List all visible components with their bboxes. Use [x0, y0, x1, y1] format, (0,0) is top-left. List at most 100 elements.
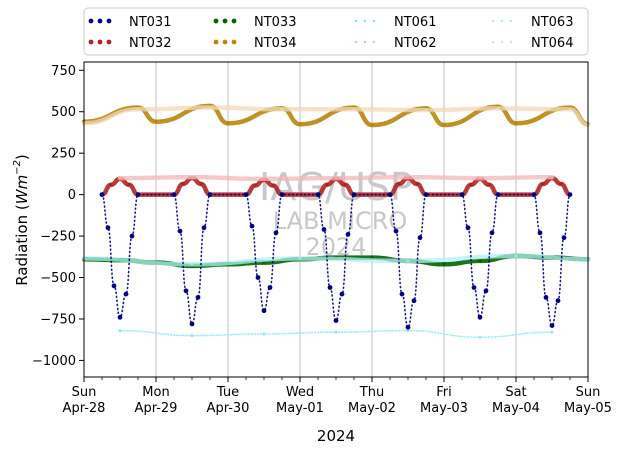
point-nt031 — [267, 285, 273, 290]
legend-marker — [213, 39, 219, 45]
series-nt063 — [81, 253, 591, 267]
x-tick-label-dow: Tue — [216, 385, 239, 400]
point-nt031 — [333, 318, 339, 323]
point-nt031 — [183, 288, 189, 294]
point-nt031 — [129, 233, 135, 239]
y-tick-label: 0 — [68, 188, 76, 203]
point-nt062 — [478, 176, 482, 180]
point-nt033 — [478, 259, 482, 263]
point-nt031 — [195, 295, 201, 300]
x-tick-label-dow: Fri — [436, 385, 452, 400]
watermark-line1: IAG/USP — [259, 165, 413, 209]
legend-marker — [500, 40, 504, 44]
legend-label: NT061 — [394, 15, 436, 30]
point-nt061 — [478, 335, 482, 339]
point-nt031 — [567, 192, 573, 198]
point-nt031 — [555, 298, 561, 304]
legend-entry-nt064: NT064 — [491, 36, 573, 51]
point-nt031 — [255, 275, 261, 280]
point-nt031 — [531, 192, 537, 198]
legend-marker — [491, 40, 495, 44]
point-nt032 — [559, 182, 563, 186]
y-axis-label-exponent: −2 — [12, 160, 23, 175]
y-tick-label: 750 — [51, 64, 76, 79]
point-nt064 — [424, 108, 428, 112]
legend-marker — [222, 18, 228, 24]
point-nt034 — [370, 123, 374, 127]
point-nt031 — [327, 285, 333, 290]
point-nt032 — [415, 182, 419, 186]
point-nt064 — [136, 107, 140, 111]
point-nt031 — [423, 192, 429, 198]
point-nt034 — [514, 121, 518, 125]
legend-marker — [354, 40, 358, 44]
point-nt031 — [477, 314, 483, 320]
point-nt031 — [465, 225, 471, 231]
legend-marker — [354, 19, 358, 23]
point-nt031 — [345, 232, 351, 237]
legend-marker — [372, 40, 376, 44]
watermark-line2: LAB MICRO — [273, 207, 408, 235]
legend-entry-nt063: NT063 — [491, 15, 573, 30]
point-nt032 — [325, 183, 329, 187]
y-axis-label-unit: Wm — [13, 175, 31, 204]
point-nt061 — [262, 332, 266, 336]
point-nt031 — [471, 285, 477, 290]
point-nt034 — [154, 120, 158, 124]
point-nt064 — [208, 106, 212, 110]
x-tick-label-date: May-04 — [492, 401, 540, 416]
point-nt031 — [417, 235, 423, 241]
point-nt031 — [543, 295, 549, 300]
legend-marker — [222, 39, 228, 45]
legend: NT031 NT032 NT033 NT034 NT061 NT062 NT063 NT064 — [83, 7, 589, 56]
point-nt032 — [487, 183, 491, 187]
point-nt031 — [351, 192, 357, 198]
point-nt031 — [207, 192, 213, 198]
legend-label: NT062 — [394, 36, 436, 51]
point-nt031 — [483, 288, 489, 294]
legend-marker — [363, 40, 367, 44]
x-tick-label-dow: Sun — [576, 385, 601, 400]
point-nt031 — [495, 192, 501, 198]
point-nt032 — [127, 183, 131, 187]
point-nt031 — [279, 192, 285, 198]
y-axis-label: Radiation (Wm−2) — [12, 154, 31, 286]
legend-entry-nt032: NT032 — [88, 36, 171, 51]
point-nt031 — [273, 230, 279, 236]
point-nt032 — [253, 183, 257, 188]
point-nt031 — [177, 228, 183, 234]
watermark: IAG/USP LAB MICRO 2024 — [259, 165, 413, 261]
point-nt031 — [315, 192, 321, 198]
point-nt031 — [201, 225, 207, 231]
point-nt031 — [411, 298, 417, 304]
legend-label: NT064 — [531, 36, 573, 51]
point-nt032 — [397, 182, 401, 186]
x-tick-label-date: Apr-29 — [135, 401, 178, 416]
point-nt031 — [393, 228, 399, 234]
x-tick-label-date: Apr-28 — [63, 401, 106, 416]
point-nt031 — [243, 192, 249, 198]
point-nt032 — [469, 183, 473, 187]
legend-entry-nt034: NT034 — [213, 36, 296, 51]
plot-grid — [155, 62, 517, 377]
point-nt031 — [459, 192, 465, 198]
legend-frame — [83, 7, 589, 56]
point-nt063 — [298, 256, 302, 261]
point-nt031 — [549, 323, 555, 328]
legend-items: NT031 NT032 NT033 NT034 NT061 NT062 NT063 NT064 — [88, 15, 573, 51]
y-axis-label-main: Radiation ( — [13, 204, 31, 286]
legend-marker — [491, 19, 495, 23]
legend-marker — [88, 18, 94, 24]
y-axis-label-close: ) — [13, 154, 31, 160]
legend-marker — [106, 39, 112, 45]
point-nt032 — [541, 182, 545, 186]
legend-entry-nt033: NT033 — [213, 15, 296, 30]
point-nt063 — [514, 254, 518, 258]
x-tick-label-dow: Sat — [505, 385, 526, 400]
legend-label: NT031 — [129, 15, 171, 30]
point-nt031 — [261, 308, 267, 314]
y-tick-label: −750 — [40, 312, 76, 327]
plot-series — [81, 103, 591, 339]
point-nt064 — [352, 107, 356, 111]
